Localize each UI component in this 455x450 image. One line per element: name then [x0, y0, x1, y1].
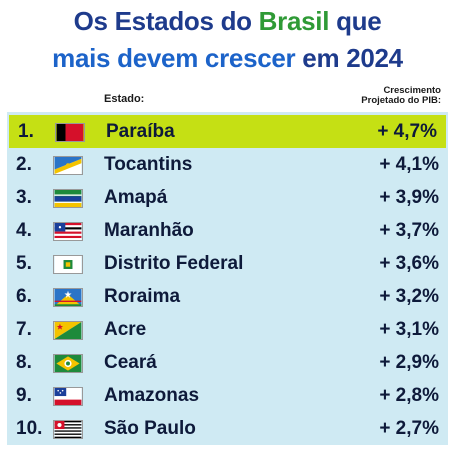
table-row: 2. Tocantins + 4,1% [7, 148, 448, 181]
rank: 5. [16, 253, 32, 274]
rank: 3. [16, 187, 32, 208]
state-name: São Paulo [104, 418, 196, 439]
state-name: Roraima [104, 286, 181, 307]
paraiba-flag-icon [55, 123, 85, 142]
rank: 2. [16, 154, 32, 175]
table-row: 4. Maranhão + 3,7% [7, 214, 448, 247]
title-line-1: Os Estados do Brasil que [0, 6, 455, 37]
table-row: 8. Ceará + 2,9% [7, 346, 448, 379]
growth-value: + 3,1% [379, 319, 439, 340]
ceara-flag-icon [53, 354, 83, 373]
growth-value: + 4,7% [377, 121, 437, 142]
growth-value: + 3,9% [379, 187, 439, 208]
column-header-estado: Estado: [104, 93, 145, 105]
state-name: Acre [104, 319, 147, 340]
rank: 9. [16, 385, 32, 406]
tocantins-flag-icon [53, 156, 83, 175]
title-part: que [329, 6, 382, 36]
growth-value: + 4,1% [379, 154, 439, 175]
rank: 4. [16, 220, 32, 241]
growth-value: + 3,7% [379, 220, 439, 241]
rank: 10. [16, 418, 43, 439]
state-name: Tocantins [104, 154, 193, 175]
state-name: Amazonas [104, 385, 200, 406]
growth-value: + 2,7% [379, 418, 439, 439]
table-row: 10. São Paulo + 2,7% [7, 412, 448, 445]
maranhao-flag-icon [53, 222, 83, 241]
state-name: Paraíba [106, 121, 175, 142]
amazonas-flag-icon [53, 387, 83, 406]
distrito-federal-flag-icon [53, 255, 83, 274]
amapa-flag-icon [53, 189, 83, 208]
growth-header-line-2: Projetado do PIB: [361, 95, 441, 106]
growth-value: + 3,6% [379, 253, 439, 274]
table-row: 7. Acre + 3,1% [7, 313, 448, 346]
column-header-growth: Crescimento Projetado do PIB: [301, 86, 441, 106]
table-row: 9. Amazonas + 2,8% [7, 379, 448, 412]
growth-value: + 2,9% [379, 352, 439, 373]
state-name: Ceará [104, 352, 157, 373]
title-part: em 2024 [295, 43, 403, 73]
title-part-brasil: Brasil [258, 6, 330, 36]
growth-value: + 2,8% [379, 385, 439, 406]
rank: 6. [16, 286, 32, 307]
growth-value: + 3,2% [379, 286, 439, 307]
acre-flag-icon [53, 321, 83, 340]
state-name: Distrito Federal [104, 253, 244, 274]
rank: 7. [16, 319, 32, 340]
title-part: mais devem crescer [52, 43, 296, 73]
growth-header-line-1: Crescimento [383, 85, 441, 96]
table-row: 6. Roraima + 3,2% [7, 280, 448, 313]
roraima-flag-icon [53, 288, 83, 307]
rank: 8. [16, 352, 32, 373]
state-name: Amapá [104, 187, 168, 208]
title-line-2: mais devem crescer em 2024 [0, 43, 455, 74]
rank: 1. [18, 121, 34, 142]
table-row: 3. Amapá + 3,9% [7, 181, 448, 214]
title-part: Os Estados do [73, 6, 259, 36]
table-row: 1. Paraíba + 4,7% [9, 115, 446, 148]
sao-paulo-flag-icon [53, 420, 83, 439]
state-name: Maranhão [104, 220, 194, 241]
table-row: 5. Distrito Federal + 3,6% [7, 247, 448, 280]
